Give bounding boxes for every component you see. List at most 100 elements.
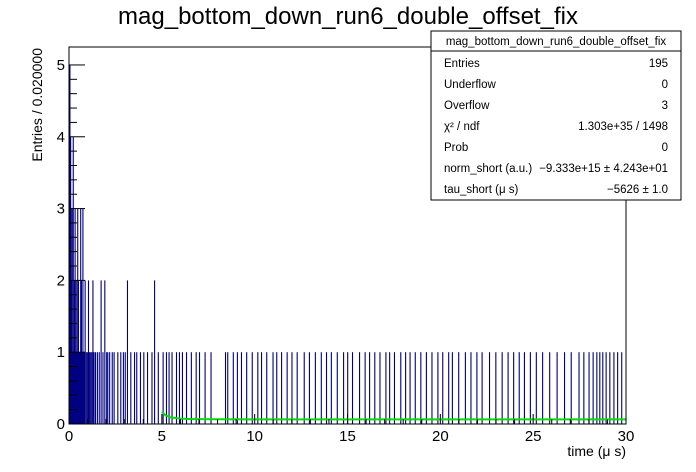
stats-row-label: Underflow: [444, 79, 496, 91]
x-tick-label: 10: [246, 428, 263, 445]
histogram-bin: [104, 280, 106, 424]
stats-box-title: mag_bottom_down_run6_double_offset_fix: [446, 36, 667, 48]
histogram-bin: [549, 352, 551, 424]
histogram-bin: [314, 352, 316, 424]
histogram-bin: [513, 352, 515, 424]
y-tick-label: 2: [57, 272, 65, 289]
histogram-bin: [592, 352, 594, 424]
histogram-bin: [495, 352, 497, 424]
histogram-bin: [437, 352, 439, 424]
histogram-bin: [171, 352, 173, 424]
histogram-bin: [286, 352, 288, 424]
y-tick-label: 4: [57, 129, 65, 146]
histogram-bin: [240, 352, 243, 424]
y-axis: 0 1 2 3 4 5: [57, 57, 85, 433]
histogram-bin: [481, 352, 483, 424]
histogram-bin: [181, 352, 183, 424]
y-axis-label: Entries / 0.020000: [29, 48, 45, 162]
histogram-bars: [69, 64, 623, 424]
x-axis: 0 5 10 15 20 25 30: [65, 414, 634, 445]
histogram-bin: [122, 352, 124, 424]
histogram-bin: [501, 352, 503, 424]
histogram-bin: [251, 352, 253, 424]
histogram-bin: [488, 352, 491, 424]
histogram-bin: [90, 352, 92, 424]
histogram-bin: [583, 352, 585, 424]
histogram-bin: [178, 352, 181, 424]
histogram-bin: [71, 208, 73, 424]
histogram-bin: [276, 352, 278, 424]
histogram-bin: [130, 352, 132, 424]
histogram-bin: [109, 352, 111, 424]
histogram-bin: [151, 352, 153, 424]
histogram-bin: [385, 352, 387, 424]
fit-curve: [161, 411, 626, 421]
histogram-bin: [409, 352, 411, 424]
histogram-bin: [113, 352, 115, 424]
histogram-bin: [431, 352, 433, 424]
histogram-bin: [87, 280, 90, 424]
histogram-bin: [143, 352, 145, 424]
stats-row-value: 0: [662, 142, 668, 154]
stats-box-rows: Entries 195 Underflow 0 Overflow 3 χ² / ndf 1.3…: [444, 58, 668, 196]
histogram-bin: [133, 352, 136, 424]
histogram-bin: [157, 352, 159, 424]
histogram-bin: [81, 352, 83, 424]
histogram-bin: [71, 352, 73, 424]
histogram-bin: [518, 352, 520, 424]
histogram-bin: [542, 352, 544, 424]
histogram-bin: [458, 352, 460, 424]
histogram-bin: [272, 352, 274, 424]
x-tick-label: 25: [525, 428, 542, 445]
histogram-bin: [102, 352, 104, 424]
fit-curve-group: [161, 411, 626, 421]
histogram-bin: [442, 352, 444, 424]
histogram-bin: [617, 352, 619, 424]
histogram-bin: [596, 352, 598, 424]
histogram-bin: [227, 352, 229, 424]
histogram-bin: [556, 352, 558, 424]
histogram-bin: [308, 352, 310, 424]
stats-row-value: 0: [662, 79, 668, 91]
x-tick-label: 20: [432, 428, 449, 445]
histogram-bin: [85, 352, 87, 424]
histogram-bin: [563, 352, 566, 424]
histogram-bin: [91, 352, 93, 424]
x-tick-label: 5: [158, 428, 166, 445]
histogram-bin: [325, 352, 328, 424]
histogram-bin: [117, 352, 119, 424]
histogram-bin: [165, 352, 168, 424]
histogram-bin: [464, 352, 466, 424]
x-tick-label: 0: [65, 428, 73, 445]
stats-row-value: −5626 ± 1.0: [607, 184, 668, 196]
histogram-bin: [204, 352, 206, 424]
histogram-bin: [260, 352, 263, 424]
y-tick-label: 5: [57, 57, 65, 74]
histogram-bin: [80, 208, 82, 424]
histogram-bin: [111, 352, 113, 424]
histogram-bin: [405, 352, 407, 424]
histogram-bin: [98, 352, 100, 424]
histogram-bin: [79, 352, 81, 424]
histogram-bin: [400, 352, 402, 424]
histogram-bin: [74, 352, 77, 424]
histogram-bin: [82, 208, 84, 424]
histogram-bin: [139, 352, 142, 424]
histogram-bin: [146, 352, 149, 424]
y-tick-label: 1: [57, 344, 65, 361]
histogram-bin: [236, 352, 238, 424]
histogram-bin: [86, 352, 88, 424]
histogram-bin: [523, 352, 525, 424]
histogram-bin: [291, 352, 293, 424]
stats-row-value: 195: [649, 58, 668, 70]
histogram-bin: [296, 352, 298, 424]
x-tick-label: 15: [339, 428, 356, 445]
histogram-bin: [73, 352, 75, 424]
histogram-bin: [126, 280, 129, 424]
histogram-bin: [359, 352, 361, 424]
histogram-bin: [76, 352, 78, 424]
chart-title: mag_bottom_down_run6_double_offset_fix: [118, 3, 578, 30]
histogram-bin: [107, 352, 109, 424]
histogram-bin: [83, 352, 85, 424]
